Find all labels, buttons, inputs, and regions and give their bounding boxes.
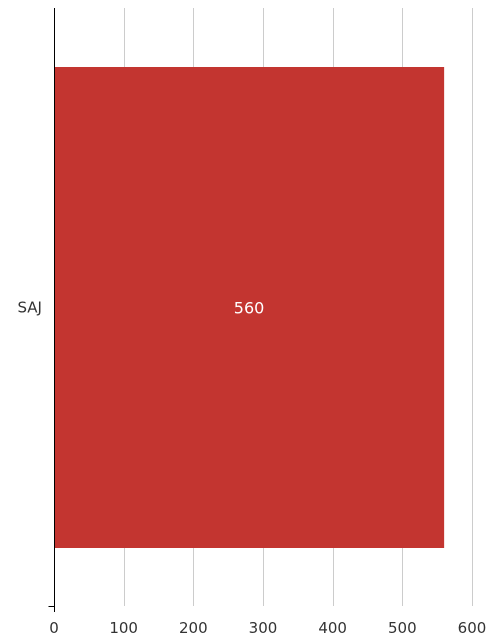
x-tick-label-100: 100 bbox=[109, 619, 138, 637]
x-tick-label-600: 600 bbox=[458, 619, 487, 637]
category-label-saj: SAJ bbox=[18, 299, 43, 317]
x-tick-label-400: 400 bbox=[318, 619, 347, 637]
x-tick-label-0: 0 bbox=[49, 619, 59, 637]
data-label-saj: 560 bbox=[234, 299, 265, 318]
bars bbox=[54, 67, 445, 548]
x-tick-label-300: 300 bbox=[249, 619, 278, 637]
x-tick-label-500: 500 bbox=[388, 619, 417, 637]
bar-saj bbox=[54, 67, 445, 548]
data-labels: 560 bbox=[234, 299, 265, 318]
x-tick-labels: 0 100 200 300 400 500 600 bbox=[49, 619, 486, 637]
category-labels: SAJ bbox=[18, 299, 43, 317]
x-tick-label-200: 200 bbox=[179, 619, 208, 637]
axes bbox=[48, 8, 55, 612]
